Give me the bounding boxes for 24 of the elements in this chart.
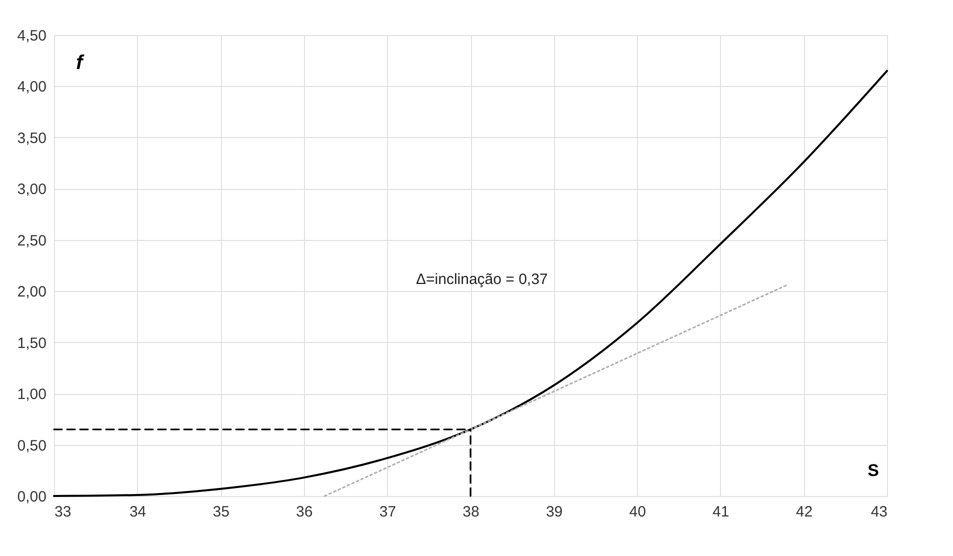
y-tick-label: 0,00 [17,488,46,506]
y-tick-label: 1,00 [17,386,46,404]
y-tick-label: 3,50 [17,130,46,147]
y-tick-label: 2,00 [17,284,46,301]
y-tick-label: 4,50 [17,28,46,44]
y-tick-label: 3,00 [17,181,46,198]
x-axis-title: S [868,461,879,480]
y-tick-label: 2,50 [17,232,46,250]
x-tick-label: 40 [629,504,646,520]
y-tick-label: 0,50 [17,437,46,454]
y-tick-label: 1,50 [17,334,46,352]
y-axis-title: f [76,52,85,74]
x-tick-label: 36 [296,504,313,520]
x-tick-label: 33 [54,504,72,520]
x-tick-label: 35 [212,504,230,520]
y-tick-label: 4,00 [17,78,46,96]
x-tick-label: 42 [796,504,813,520]
annotation: Δ=inclinação = 0,37 [416,271,548,288]
x-tick-label: 41 [712,504,730,520]
x-tick-label: 39 [546,504,563,520]
x-tick-label: 38 [462,504,480,520]
x-tick-label: 34 [129,504,146,520]
x-tick-label: 37 [379,504,396,520]
x-tick-label: 43 [870,504,888,520]
